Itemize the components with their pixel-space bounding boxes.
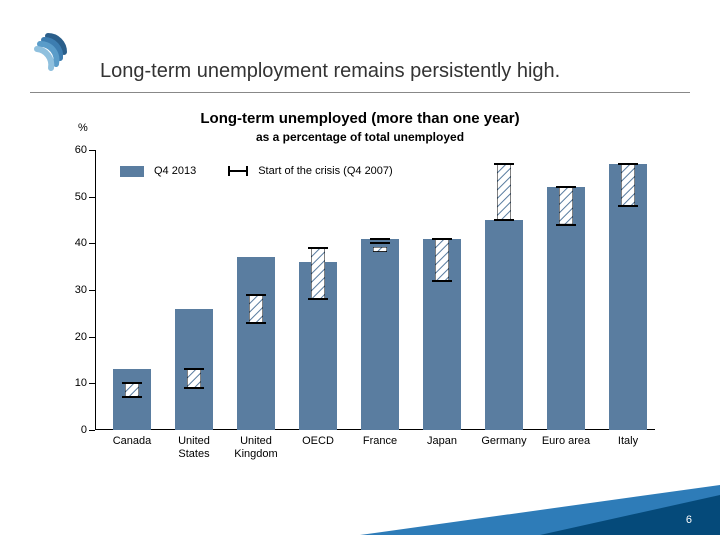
x-tick-label: UnitedStates: [163, 435, 225, 461]
bar-crisis-range: [559, 187, 573, 430]
y-tick: [89, 383, 95, 384]
y-tick-label: 50: [65, 191, 87, 203]
x-tick-label: UnitedKingdom: [225, 435, 287, 461]
y-axis-label: %: [78, 122, 88, 134]
bar-crisis-range: [373, 239, 387, 430]
y-tick: [89, 243, 95, 244]
y-tick-label: 0: [65, 424, 87, 436]
x-tick-label: Japan: [411, 435, 473, 448]
page-number: 6: [686, 514, 692, 526]
footer-triangle-icon: [360, 485, 720, 540]
y-tick-label: 60: [65, 144, 87, 156]
bar-crisis-range: [311, 248, 325, 430]
chart-plot-area: 0102030405060CanadaUnitedStatesUnitedKin…: [95, 150, 655, 430]
chart-subtitle: as a percentage of total unemployed: [0, 130, 720, 144]
y-tick: [89, 290, 95, 291]
y-tick-label: 10: [65, 377, 87, 389]
bar-crisis-range: [249, 295, 263, 430]
y-tick: [89, 150, 95, 151]
y-tick: [89, 430, 95, 431]
x-tick-label: France: [349, 435, 411, 448]
y-tick-label: 20: [65, 331, 87, 343]
x-tick-label: OECD: [287, 435, 349, 448]
y-axis-line: [95, 150, 96, 430]
x-tick-label: Italy: [597, 435, 659, 448]
bar-crisis-range: [497, 164, 511, 430]
chart-title: Long-term unemployed (more than one year…: [0, 110, 720, 127]
oecd-logo-icon: [30, 30, 78, 83]
y-tick: [89, 197, 95, 198]
bar-crisis-range: [621, 164, 635, 430]
bar-crisis-range: [435, 239, 449, 430]
y-tick-label: 30: [65, 284, 87, 296]
x-tick-label: Germany: [473, 435, 535, 448]
y-tick-label: 40: [65, 237, 87, 249]
title-rule: [30, 92, 690, 93]
y-tick: [89, 337, 95, 338]
x-tick-label: Euro area: [535, 435, 597, 448]
bar-crisis-range: [125, 383, 139, 430]
bar-crisis-range: [187, 369, 201, 430]
x-tick-label: Canada: [101, 435, 163, 448]
page-title: Long-term unemployment remains persisten…: [100, 60, 560, 83]
